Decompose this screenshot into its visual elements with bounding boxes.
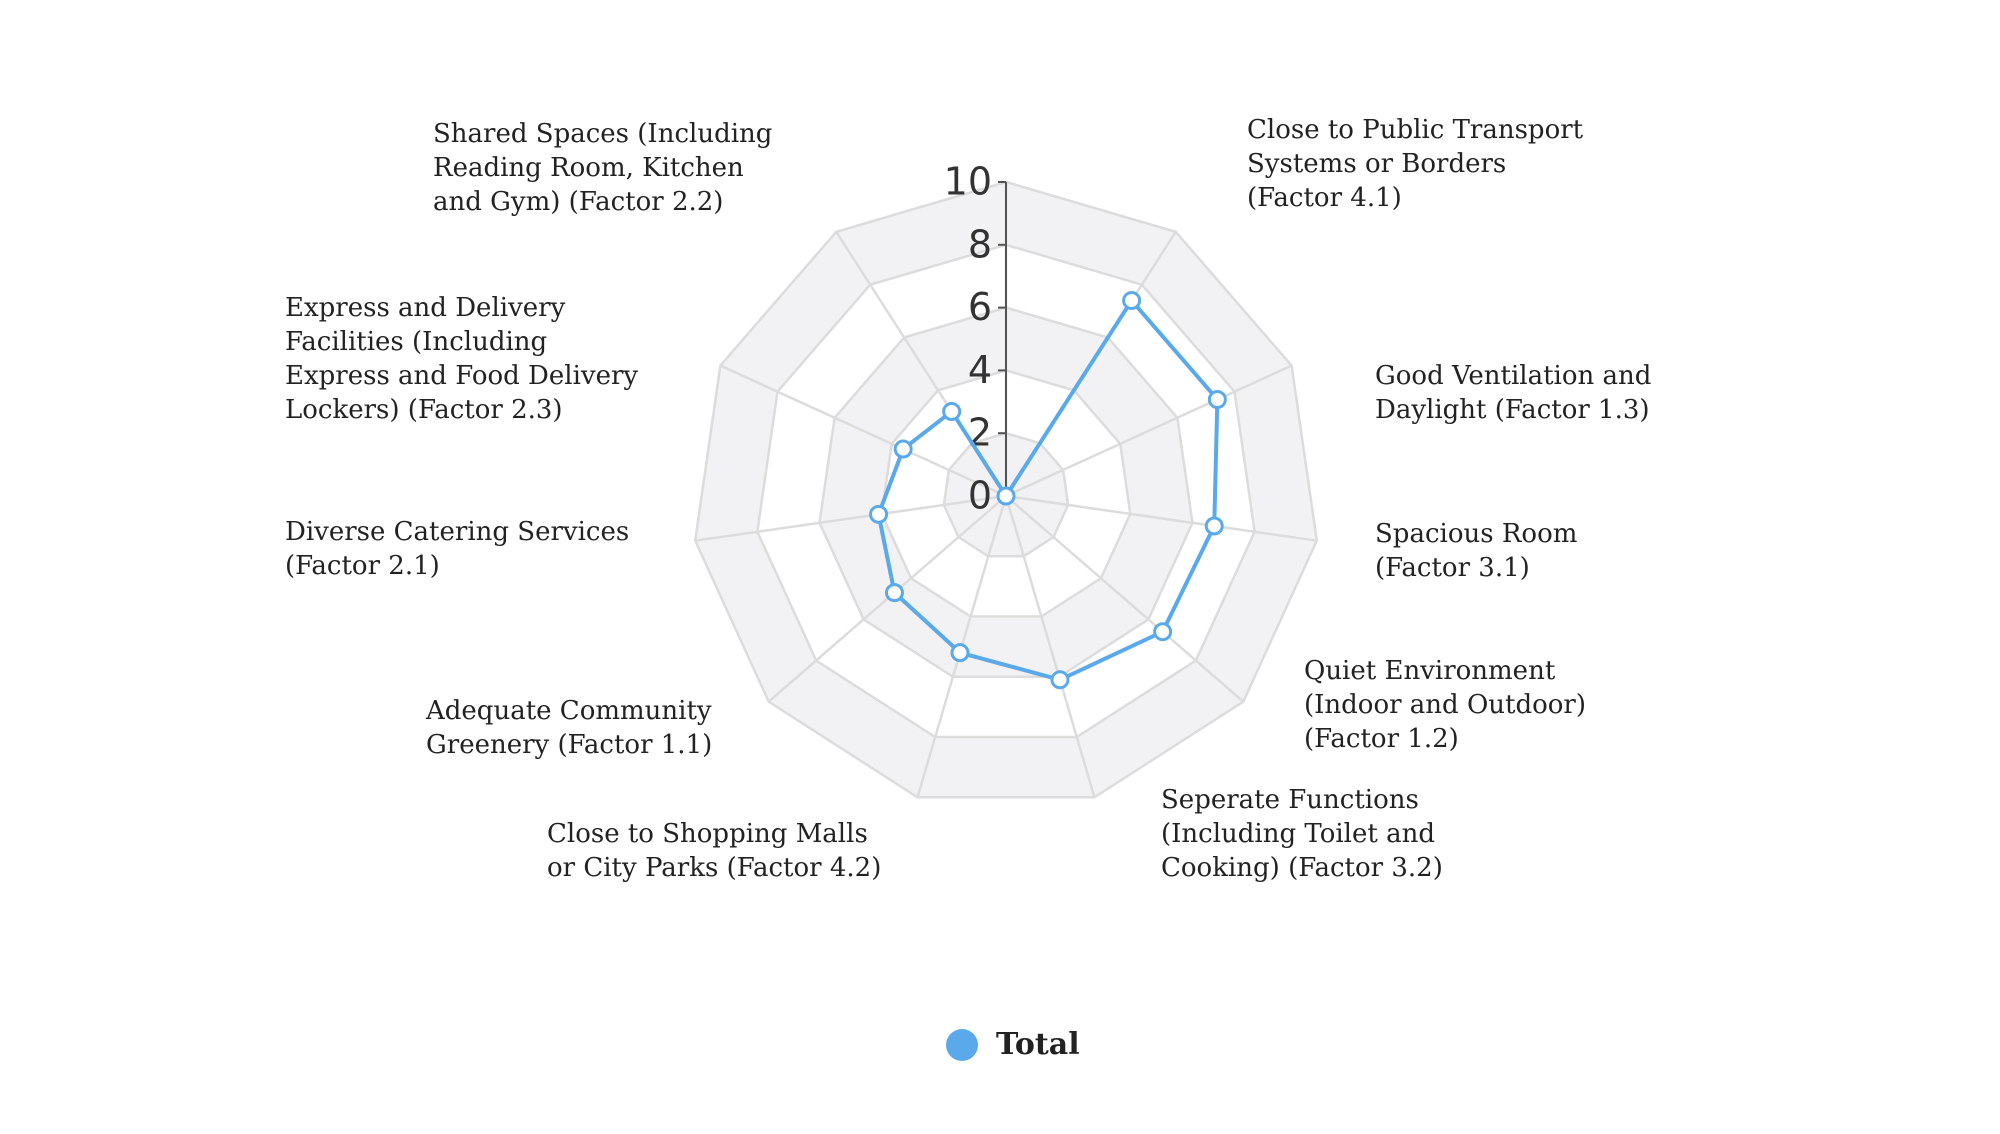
data-point: [869, 504, 889, 524]
category-label: Shared Spaces (Including Reading Room, K…: [433, 119, 773, 217]
category-label: Express and Delivery Facilities (Includi…: [285, 293, 639, 425]
category-label: Close to Shopping Malls or City Parks (F…: [547, 819, 882, 883]
grid-ring: [880, 369, 1132, 618]
category-label: Quiet Environment (Indoor and Outdoor) (…: [1304, 656, 1586, 754]
grid-ring: [756, 243, 1256, 739]
spoke: [695, 494, 1007, 542]
legend-item[interactable]: Total: [946, 1027, 1080, 1062]
series-line: [876, 298, 1220, 682]
legend-swatch: [946, 1029, 978, 1061]
spoke: [1005, 364, 1293, 498]
category-label: Good Ventilation and Daylight (Factor 1.…: [1375, 361, 1652, 425]
tick-label: 10: [944, 160, 992, 204]
data-point: [1153, 622, 1173, 642]
data-point: [942, 401, 962, 421]
tick-label: 6: [968, 285, 992, 329]
legend-label: Total: [996, 1027, 1080, 1062]
category-label: Adequate Community Greenery (Factor 1.1): [426, 696, 713, 760]
category-label: Seperate Functions (Including Toilet and…: [1161, 785, 1443, 883]
data-point: [1204, 516, 1224, 536]
tick-label: 8: [968, 222, 992, 266]
grid-ring: [693, 180, 1319, 799]
data-point: [1122, 291, 1142, 311]
category-label: Close to Public Transport Systems or Bor…: [1247, 115, 1584, 213]
data-point: [1050, 670, 1070, 690]
data-point: [884, 583, 904, 603]
category-label: Diverse Catering Services (Factor 2.1): [285, 517, 630, 581]
spoke: [719, 364, 1007, 498]
tick-label: 0: [968, 474, 992, 518]
data-point: [1207, 389, 1227, 409]
tick-label: 4: [968, 348, 992, 392]
data-point: [893, 439, 913, 459]
tick-label: 2: [968, 411, 992, 455]
grid-ring: [942, 431, 1070, 558]
spoke: [1005, 495, 1245, 703]
data-point: [950, 643, 970, 663]
category-label: Spacious Room (Factor 3.1): [1375, 519, 1578, 583]
spoke: [1005, 494, 1317, 542]
grid-ring: [818, 306, 1194, 679]
data-point: [996, 486, 1016, 506]
spoke: [1004, 495, 1096, 798]
